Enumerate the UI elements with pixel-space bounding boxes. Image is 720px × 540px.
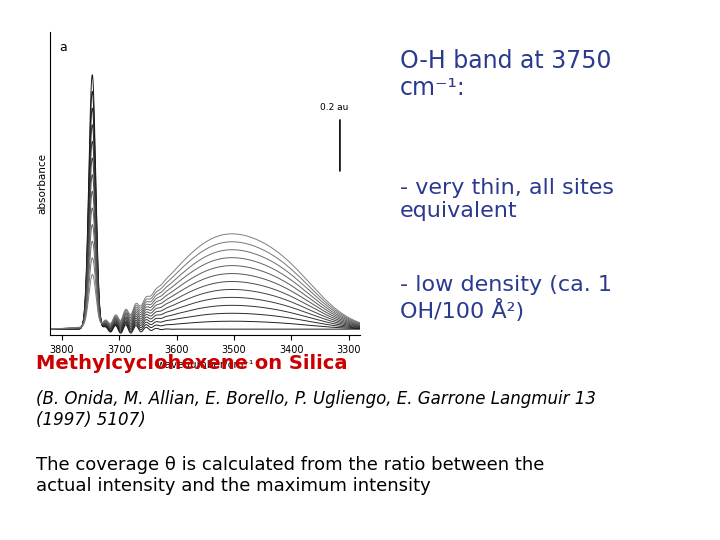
Text: The coverage θ is calculated from the ratio between the
actual intensity and the: The coverage θ is calculated from the ra… [36, 456, 544, 495]
Text: O-H band at 3750
cm⁻¹:: O-H band at 3750 cm⁻¹: [400, 49, 611, 100]
Text: (B. Onida, M. Allian, E. Borello, P. Ugliengo, E. Garrone Langmuir 13
(1997) 510: (B. Onida, M. Allian, E. Borello, P. Ugl… [36, 390, 596, 429]
Text: - very thin, all sites
equivalent: - very thin, all sites equivalent [400, 178, 613, 221]
X-axis label: wavenumber/cm⁻¹: wavenumber/cm⁻¹ [156, 360, 254, 370]
Text: 0.2 au: 0.2 au [320, 103, 348, 112]
Text: - low density (ca. 1
OH/100 Å²): - low density (ca. 1 OH/100 Å²) [400, 275, 611, 322]
Text: a: a [60, 42, 68, 55]
Y-axis label: absorbance: absorbance [37, 153, 48, 214]
Text: Methylcyclohexene on Silica: Methylcyclohexene on Silica [36, 354, 348, 373]
